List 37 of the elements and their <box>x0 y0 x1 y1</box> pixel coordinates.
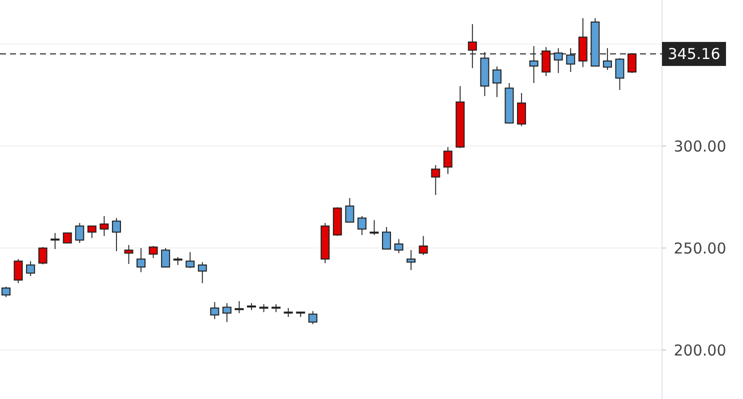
candlestick <box>161 248 170 268</box>
y-tick-label: 250.00 <box>674 239 726 258</box>
candlestick <box>186 252 195 269</box>
candlestick <box>492 66 502 98</box>
candlestick <box>308 310 318 325</box>
candlestick <box>14 258 23 284</box>
y-tick-label: 300.00 <box>674 137 726 156</box>
candlestick <box>517 92 526 127</box>
candlestick <box>2 286 10 298</box>
candlestick <box>50 232 60 250</box>
candlestick <box>418 236 428 256</box>
candlestick <box>100 216 109 237</box>
candlestick <box>198 262 207 284</box>
candlestick <box>394 238 404 254</box>
candlestick <box>345 198 354 223</box>
candlestick <box>370 220 379 236</box>
candlestick <box>112 218 121 252</box>
candlestick <box>210 302 220 320</box>
candlestick <box>382 226 392 250</box>
candlestick <box>615 58 624 90</box>
candlestick <box>38 246 48 265</box>
candlestick <box>357 216 366 236</box>
candlestick <box>87 225 96 239</box>
candlestick <box>234 300 244 314</box>
candlestick <box>406 250 416 271</box>
candlestick <box>136 248 146 273</box>
ref-line-label: 345.16 <box>668 45 720 64</box>
candlestick <box>148 246 158 259</box>
candlestick <box>578 18 588 68</box>
candlestick <box>124 244 134 264</box>
candlestick <box>222 302 232 323</box>
candlestick <box>431 164 440 196</box>
candlestick <box>62 232 72 244</box>
candlestick <box>75 222 84 244</box>
candlestick <box>26 260 36 276</box>
y-tick-label: 200.00 <box>674 341 726 360</box>
candlestick <box>443 146 452 174</box>
